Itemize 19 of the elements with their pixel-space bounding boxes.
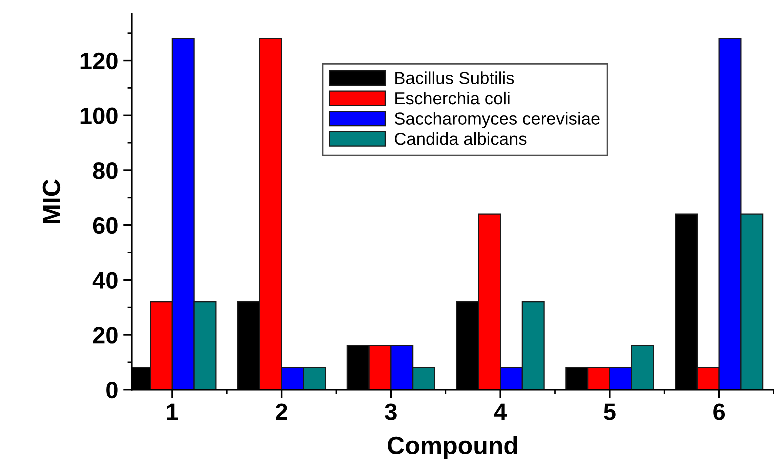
- y-tick-label: 100: [80, 108, 118, 124]
- y-tick-label: 120: [80, 52, 118, 70]
- legend-label: Bacillus Subtilis: [396, 72, 514, 84]
- x-tick-label: 4: [494, 404, 507, 420]
- legend-label: Saccharomyces cerevisiae: [394, 112, 600, 128]
- y-tick-label: 20: [93, 327, 118, 344]
- legend-label: Candida albicans: [395, 132, 527, 146]
- y-tick-label: 0: [106, 382, 118, 399]
- x-tick-label: 1: [167, 404, 178, 420]
- x-tick-label: 6: [714, 404, 726, 420]
- x-tick-label: 3: [385, 404, 397, 420]
- x-tick-label: 5: [604, 404, 616, 420]
- y-tick-label: 40: [92, 272, 118, 289]
- legend-label: Escherchia coli: [396, 92, 510, 105]
- x-axis-title: Compound: [388, 436, 518, 460]
- x-tick-label: 2: [276, 404, 288, 420]
- y-tick-label: 80: [93, 162, 118, 180]
- y-axis-title: MIC: [42, 180, 61, 224]
- y-tick-label: 60: [93, 217, 118, 234]
